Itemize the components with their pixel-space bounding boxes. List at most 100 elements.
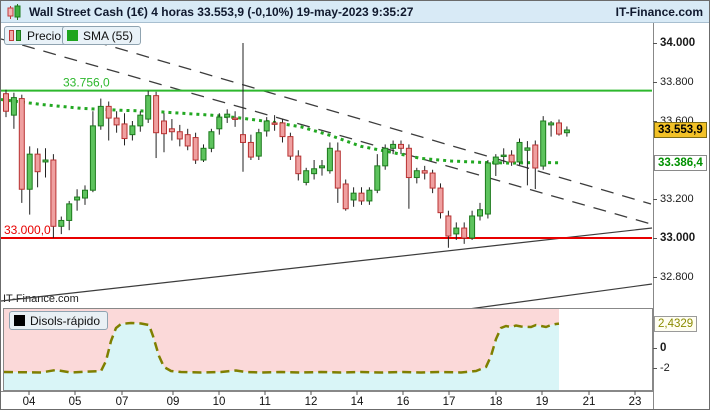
candle-body	[216, 116, 223, 130]
candle-body	[255, 132, 262, 157]
candle-body	[295, 155, 302, 175]
descending-trendline-1[interactable]	[51, 28, 652, 205]
candle-body	[548, 122, 555, 126]
x-tick-label: 21	[583, 396, 596, 408]
indicator-series-icon	[14, 315, 25, 326]
candle-body	[10, 97, 17, 116]
indicator-line[interactable]	[3, 321, 560, 374]
x-tick-label: 05	[69, 396, 82, 408]
candle-body	[247, 141, 254, 158]
ascending-trendline-1[interactable]	[1, 227, 653, 302]
candle-body	[34, 153, 41, 173]
candle-body	[153, 95, 160, 134]
x-tick-label: 18	[490, 396, 503, 408]
candle-body	[437, 187, 444, 214]
candle-body	[445, 215, 452, 237]
candle-body	[89, 125, 96, 191]
x-tick-label: 17	[443, 396, 456, 408]
indicator-value-box: 2,4329	[654, 315, 698, 332]
price-tick-label: 33.800	[660, 76, 694, 88]
candle-body	[224, 113, 231, 118]
candle-body	[484, 162, 491, 215]
candle-body	[287, 136, 294, 157]
candle-body	[184, 134, 191, 147]
candle-body	[303, 170, 310, 183]
candle-body	[168, 128, 175, 133]
candle-body	[66, 203, 73, 221]
sma-series-icon	[67, 30, 78, 41]
sma-price-box: 33.386,4	[654, 154, 707, 171]
x-tick-label: 07	[116, 396, 129, 408]
candle-body	[413, 170, 420, 179]
descending-trendline-2[interactable]	[1, 38, 652, 225]
x-tick-label: 19	[536, 396, 549, 408]
candle-body	[461, 227, 468, 239]
candle-body	[532, 144, 539, 169]
candle-body	[145, 95, 152, 120]
sma-line[interactable]	[1, 98, 560, 165]
candle-body	[398, 143, 404, 149]
candle-body	[477, 209, 483, 217]
indicator-panel-border	[3, 308, 653, 391]
candle-body	[540, 120, 547, 167]
candle-body	[366, 189, 373, 202]
candle-body	[319, 165, 325, 169]
candle-body	[453, 227, 460, 235]
x-tick-label: 12	[305, 396, 318, 408]
candle-body	[74, 196, 81, 201]
support-label: 33.000,0	[4, 223, 51, 237]
legend-indicator-chip[interactable]: Disols-rápido	[9, 311, 109, 330]
price-tick-label: 33.200	[660, 193, 694, 205]
x-tick-label: 10	[213, 396, 226, 408]
candle-body	[42, 159, 49, 163]
x-tick-label: 04	[23, 396, 36, 408]
price-axis[interactable]: 34.00033.80033.60033.20033.00032.8000-23…	[653, 23, 709, 409]
candle-body	[500, 154, 507, 158]
candlestick-logo-icon	[7, 3, 21, 20]
candle-body	[563, 129, 570, 134]
candle-body	[232, 117, 239, 120]
price-tick-label: 33.000	[660, 232, 696, 244]
candle-body	[374, 165, 381, 191]
candle-body	[18, 98, 25, 190]
price-axis-tick	[653, 277, 657, 278]
candle-body	[516, 141, 523, 163]
legend-price-chip[interactable]: Precio	[4, 26, 70, 45]
brand-label: IT-Finance.com	[615, 4, 703, 19]
candle-body	[82, 189, 88, 199]
candle-body	[176, 131, 183, 140]
candle-body	[508, 154, 515, 163]
price-axis-tick	[653, 43, 657, 44]
price-tick-label: 34.000	[660, 37, 696, 49]
candle-body	[524, 147, 531, 151]
candle-body	[200, 147, 207, 161]
candle-body	[492, 156, 499, 165]
x-tick-label: 09	[167, 396, 180, 408]
legend-sma-chip[interactable]: SMA (55)	[62, 26, 142, 45]
last-price-box: 33.553,9	[654, 121, 707, 138]
indicator-tick-label: 0	[660, 342, 667, 354]
candle-body	[50, 159, 57, 227]
candle-body	[342, 183, 349, 210]
candle-body	[113, 117, 120, 126]
candle-body	[58, 219, 65, 227]
indicator-tick-label: -2	[660, 362, 670, 374]
legend-indicator-label: Disols-rápido	[30, 313, 101, 328]
candle-body	[161, 120, 167, 135]
candle-body	[311, 168, 318, 175]
candle-body	[421, 170, 428, 174]
title-bar: Wall Street Cash (1€) 4 horas 33.553,9 (…	[1, 1, 709, 23]
candle-body	[271, 122, 278, 125]
candle-body	[137, 114, 144, 127]
candle-body	[334, 150, 341, 189]
price-series-icon	[9, 29, 22, 42]
candle-body	[390, 143, 397, 149]
candle-body	[263, 120, 270, 132]
price-tick-label: 32.800	[660, 271, 694, 283]
candle-body	[240, 134, 246, 143]
x-tick-label: 16	[397, 396, 410, 408]
candle-body	[405, 147, 412, 179]
candle-body	[382, 147, 389, 167]
